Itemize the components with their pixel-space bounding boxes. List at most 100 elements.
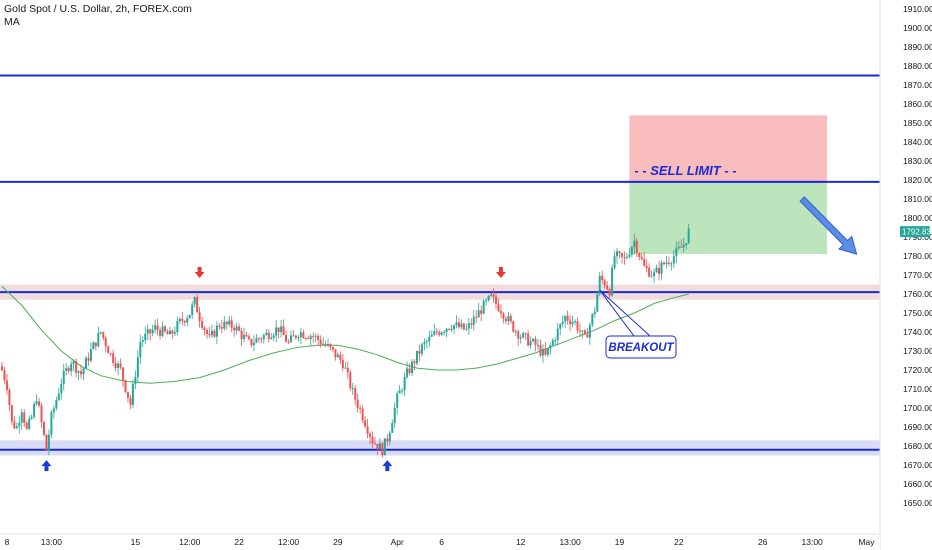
candle-up bbox=[687, 228, 690, 243]
y-tick-label: 1770.00 bbox=[903, 270, 932, 280]
x-tick-label: 8 bbox=[5, 537, 10, 547]
candle-up bbox=[297, 337, 300, 339]
candle-down bbox=[126, 391, 129, 398]
candle-up bbox=[280, 326, 283, 332]
price-axis-bg bbox=[880, 0, 932, 550]
candle-up bbox=[289, 335, 292, 342]
candle-down bbox=[331, 347, 334, 350]
moving-average-line bbox=[1, 286, 689, 384]
y-tick-label: 1750.00 bbox=[903, 308, 932, 318]
candle-down bbox=[475, 316, 478, 318]
x-tick-label: 13:00 bbox=[41, 537, 63, 547]
y-tick-label: 1900.00 bbox=[903, 23, 932, 33]
candle-down bbox=[181, 318, 184, 322]
candle-down bbox=[307, 337, 310, 339]
candle-up bbox=[252, 342, 255, 346]
y-tick-label: 1780.00 bbox=[903, 251, 932, 261]
candle-up bbox=[314, 335, 317, 337]
candle-down bbox=[257, 338, 260, 340]
y-tick-label: 1730.00 bbox=[903, 346, 932, 356]
candle-up bbox=[453, 325, 456, 330]
candle-up bbox=[519, 337, 522, 339]
candle-down bbox=[119, 363, 122, 368]
candle-up bbox=[445, 328, 448, 332]
candle-up bbox=[20, 412, 23, 423]
candle-up bbox=[546, 348, 549, 355]
candle-down bbox=[114, 363, 117, 369]
candle-down bbox=[373, 443, 376, 445]
candle-up bbox=[72, 361, 75, 364]
x-tick-label: 12:00 bbox=[179, 537, 201, 547]
x-tick-label: 13:00 bbox=[802, 537, 824, 547]
candle-down bbox=[492, 294, 495, 297]
breakout-callout: BREAKOUT bbox=[599, 289, 677, 359]
candle-down bbox=[539, 345, 542, 356]
candle-down bbox=[324, 343, 327, 346]
candle-down bbox=[648, 267, 651, 277]
candle-up bbox=[650, 275, 653, 277]
candle-up bbox=[131, 383, 134, 405]
candle-up bbox=[378, 443, 381, 450]
support-band bbox=[0, 440, 880, 456]
up-arrow-marker bbox=[382, 460, 393, 467]
candle-down bbox=[3, 370, 6, 381]
candle-down bbox=[1, 366, 3, 371]
candle-down bbox=[462, 323, 465, 330]
candle-up bbox=[262, 335, 265, 340]
candle-down bbox=[329, 344, 332, 348]
symbol-title[interactable]: Gold Spot / U.S. Dollar, 2h, FOREX.com bbox=[4, 3, 192, 15]
y-tick-label: 1910.00 bbox=[903, 4, 932, 14]
breakout-box bbox=[605, 335, 677, 359]
candle-down bbox=[87, 357, 90, 361]
candle-down bbox=[312, 336, 315, 338]
x-tick-label: 15 bbox=[131, 537, 141, 547]
candle-down bbox=[198, 312, 201, 322]
candle-down bbox=[203, 327, 206, 330]
candle-down bbox=[608, 289, 611, 296]
candle-up bbox=[551, 340, 554, 346]
candle-down bbox=[319, 340, 322, 345]
candle-up bbox=[275, 327, 278, 336]
candle-down bbox=[470, 323, 473, 325]
candle-down bbox=[359, 407, 362, 409]
candle-down bbox=[122, 367, 125, 381]
candle-up bbox=[191, 304, 194, 315]
candle-up bbox=[186, 318, 189, 323]
y-tick-label: 1880.00 bbox=[903, 61, 932, 71]
candle-down bbox=[248, 336, 250, 339]
y-tick-label: 1800.00 bbox=[903, 213, 932, 223]
candle-down bbox=[317, 335, 320, 341]
candle-up bbox=[430, 334, 433, 337]
candle-up bbox=[57, 393, 60, 401]
y-tick-label: 1860.00 bbox=[903, 99, 932, 109]
candle-up bbox=[33, 403, 36, 417]
candle-up bbox=[134, 377, 137, 384]
candle-up bbox=[89, 349, 92, 361]
y-tick-label: 1840.00 bbox=[903, 137, 932, 147]
candle-down bbox=[201, 321, 204, 328]
markers-layer bbox=[41, 196, 858, 472]
candle-up bbox=[485, 300, 488, 302]
candle-up bbox=[228, 320, 231, 325]
candle-up bbox=[215, 325, 218, 337]
candle-down bbox=[124, 380, 127, 392]
candle-up bbox=[270, 337, 273, 339]
candle-down bbox=[517, 331, 520, 339]
candle-up bbox=[344, 367, 347, 369]
candle-down bbox=[349, 372, 352, 389]
candle-down bbox=[277, 327, 280, 332]
candle-down bbox=[680, 246, 683, 248]
candle-up bbox=[168, 330, 171, 335]
candle-down bbox=[386, 438, 389, 442]
candle-up bbox=[188, 314, 191, 319]
candle-down bbox=[287, 341, 290, 343]
indicator-label[interactable]: MA bbox=[4, 16, 20, 28]
candle-up bbox=[591, 313, 594, 325]
candle-down bbox=[285, 335, 288, 342]
candle-up bbox=[97, 332, 100, 347]
candle-up bbox=[92, 342, 95, 350]
candle-up bbox=[423, 342, 426, 345]
candle-down bbox=[480, 310, 483, 314]
